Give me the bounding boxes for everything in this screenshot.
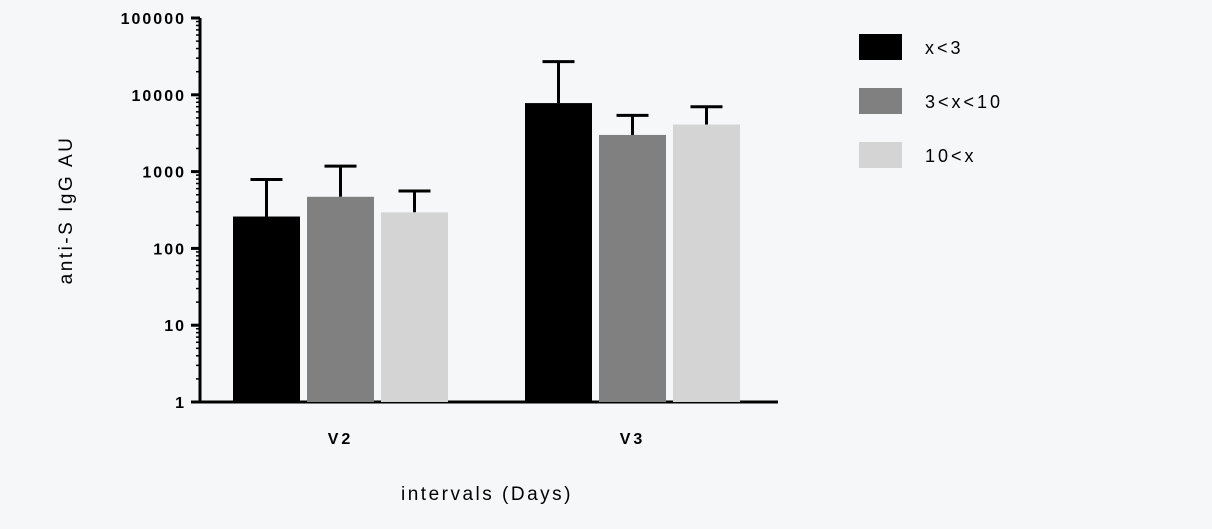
bar xyxy=(307,196,374,402)
bar xyxy=(673,124,740,402)
x-tick-label: V2 xyxy=(328,431,354,448)
bar xyxy=(525,103,592,403)
bar xyxy=(381,212,448,402)
legend: x<3 3<x<10 10<x xyxy=(859,34,1003,168)
legend-label: 3<x<10 xyxy=(925,92,1003,112)
y-tick-label: 10 xyxy=(164,318,186,335)
y-tick-label: 100 xyxy=(153,241,186,258)
legend-label: x<3 xyxy=(925,38,964,58)
bar xyxy=(233,216,300,402)
y-tick-label: 1 xyxy=(175,395,186,412)
legend-swatch xyxy=(859,88,902,114)
y-tick-label: 1000 xyxy=(142,165,186,182)
y-tick-label: 100000 xyxy=(121,11,186,28)
legend-label: 10<x xyxy=(925,146,977,166)
x-tick-labels: V2 V3 xyxy=(328,431,646,448)
y-tick-label: 10000 xyxy=(132,88,187,105)
bar xyxy=(599,134,666,402)
x-tick-label: V3 xyxy=(620,431,646,448)
legend-swatch xyxy=(859,34,902,60)
y-axis-title: anti-S IgG AU xyxy=(56,136,77,285)
x-axis-title: intervals (Days) xyxy=(401,484,573,505)
bars xyxy=(233,60,740,403)
y-ticks: 1 10 100 1000 10000 100000 xyxy=(121,11,200,412)
legend-swatch xyxy=(859,142,902,168)
